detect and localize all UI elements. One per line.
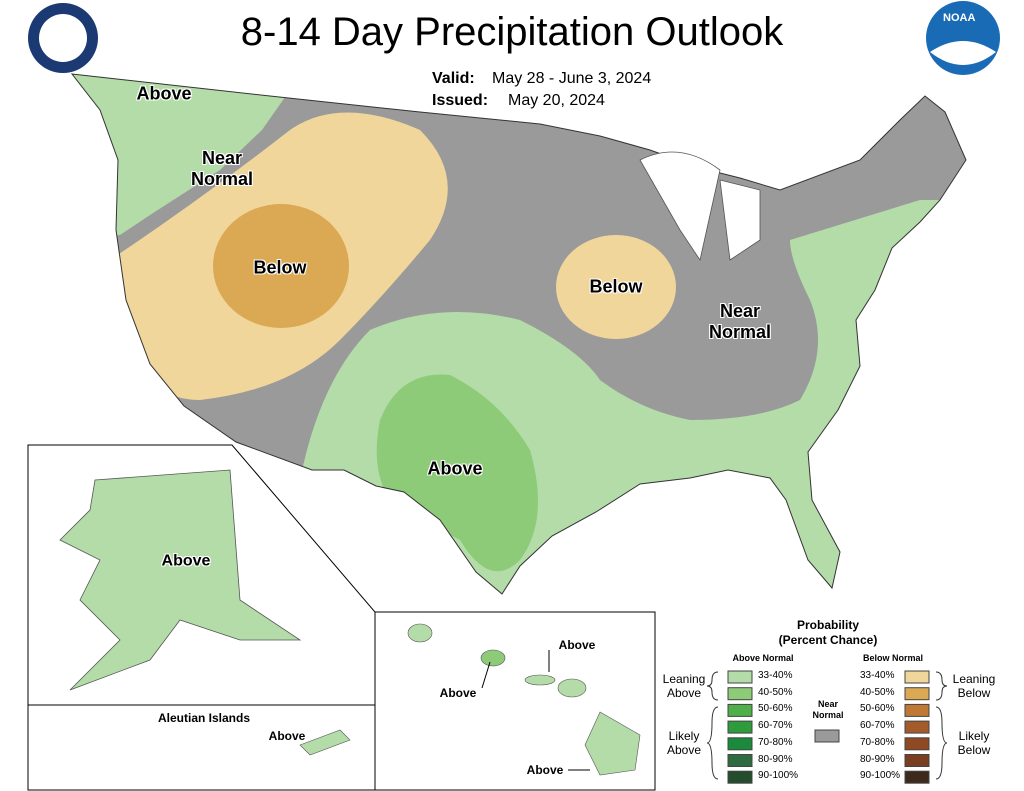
group-label: Likely Below [957, 729, 991, 757]
noaa-logo-text: NOAA [943, 12, 976, 24]
legend-title: Probability [796, 618, 860, 632]
group-label: Leaning Below [952, 672, 996, 700]
legend-swatch [727, 720, 753, 734]
below-west-core [213, 204, 349, 328]
legend-swatch [727, 703, 753, 717]
near-normal-label: Near Normal [812, 699, 844, 720]
near-normal-swatch [814, 729, 840, 743]
legend-swatch [727, 670, 753, 684]
legend-swatch [904, 754, 930, 767]
aleutians [299, 729, 351, 756]
legend-subtitle: (Percent Chance) [778, 633, 878, 647]
legend-swatch [904, 770, 930, 784]
issued-date: May 20, 2024 [508, 92, 605, 109]
legend-braces [706, 671, 948, 780]
legend-range: 70-80% [860, 736, 895, 748]
alaska [59, 469, 302, 691]
valid-dates: May 28 - June 3, 2024 [492, 70, 652, 87]
hawaii-label: Above [526, 763, 564, 777]
hawaii [407, 623, 641, 776]
map-label: Above [427, 458, 483, 479]
aleutian-label: Above [268, 729, 306, 743]
title: 8-14 Day Precipitation Outlook [240, 10, 784, 54]
kauai [407, 623, 433, 643]
great-lakes [639, 151, 761, 262]
big-island [584, 711, 641, 776]
below-midwest [556, 235, 676, 339]
molokai [524, 674, 556, 686]
legend-range: 80-90% [758, 753, 793, 765]
maui [557, 678, 587, 698]
issued-label: Issued: [432, 92, 489, 109]
conus-outline [70, 73, 967, 595]
legend-range: 50-60% [758, 703, 793, 715]
legend-range: 33-40% [860, 670, 895, 681]
legend-range: 50-60% [860, 703, 895, 715]
legend-swatch [727, 770, 753, 784]
hawaii-label: Above [558, 638, 596, 652]
legend-swatch [904, 720, 930, 734]
legend-range: 90-100% [758, 770, 799, 782]
below-header: Below Normal [862, 653, 924, 663]
legend-swatch [727, 687, 753, 701]
hawaii-label: Above [439, 686, 477, 700]
legend-range: 90-100% [860, 770, 901, 782]
valid-label: Valid: [432, 70, 475, 87]
map-label: Near Normal [190, 148, 253, 189]
commerce-seal-inner [39, 14, 87, 62]
legend-range: 60-70% [758, 720, 793, 732]
legend-swatch [904, 670, 930, 684]
legend-swatch [904, 703, 930, 717]
legend-range: 40-50% [860, 686, 895, 698]
legend-range: 60-70% [860, 720, 895, 732]
legend-range: 80-90% [860, 753, 895, 765]
legend-swatch [904, 737, 930, 751]
group-label: Leaning Above [662, 672, 706, 700]
legend-range: 33-40% [758, 670, 793, 681]
aleutian-title: Aleutian Islands [157, 711, 251, 725]
legend-range: 40-50% [758, 686, 793, 698]
above-header: Above Normal [732, 653, 794, 663]
map-label: Near Normal [708, 301, 771, 342]
legend-swatch [904, 687, 930, 701]
oahu [480, 649, 506, 667]
alaska-label: Above [161, 552, 211, 570]
noaa-gull [930, 41, 996, 65]
legend-swatch [727, 754, 753, 767]
above-texas [376, 374, 538, 572]
hawaii-leaders [481, 650, 590, 771]
legend-range: 70-80% [758, 736, 793, 748]
map-label: Above [136, 83, 192, 104]
map-label: Below [589, 276, 643, 297]
legend-swatch [727, 737, 753, 751]
map-label: Below [253, 257, 307, 278]
group-label: Likely Above [666, 729, 702, 757]
